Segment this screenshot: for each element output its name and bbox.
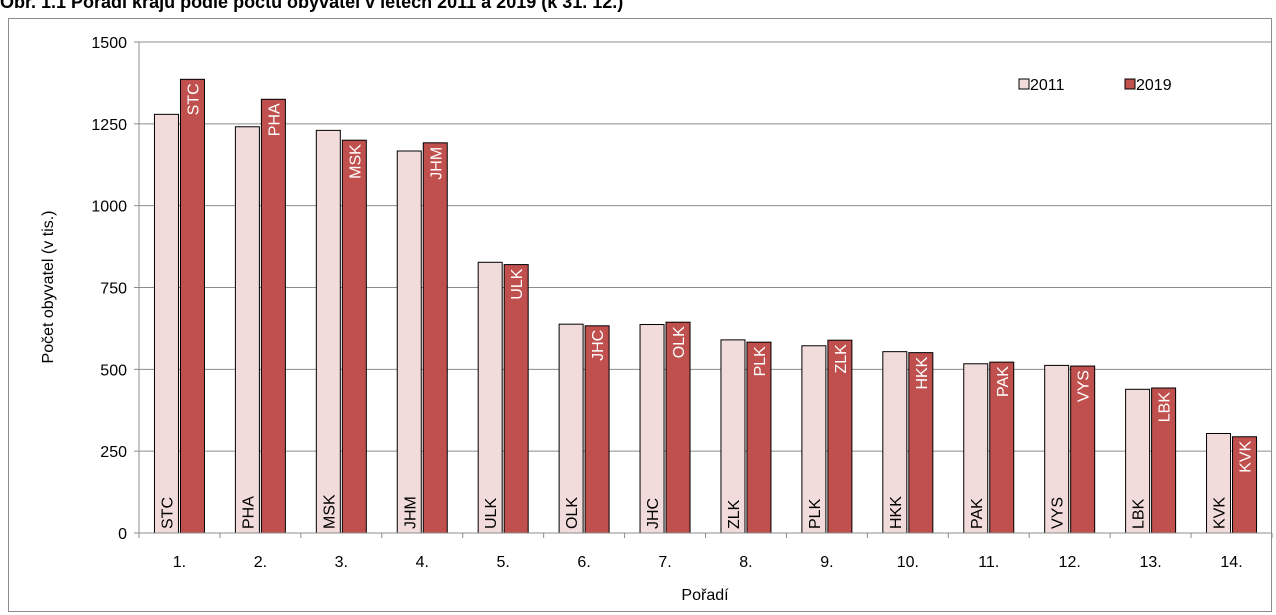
y-tick-label: 250 (100, 444, 127, 461)
bar-label-2011-7: JHC (645, 498, 662, 529)
bar-2019-6 (584, 325, 610, 534)
legend-label-2011: 2011 (1030, 77, 1065, 94)
bar-label-2011-3: MSK (321, 494, 338, 529)
bar-2019-13 (1151, 387, 1177, 534)
bar-label-2019-14: KVK (1238, 440, 1255, 472)
bar-2019-12 (1070, 365, 1096, 534)
bar-2011-12 (1044, 364, 1070, 534)
gridlines (139, 41, 1272, 452)
bar-label-2019-11: PAK (995, 366, 1012, 397)
bar-2011-6 (558, 323, 584, 534)
bar-2019-5 (503, 264, 529, 534)
bar-2011-2 (234, 126, 260, 534)
bar-2019-1 (179, 78, 205, 534)
x-tick-label: 13. (1139, 554, 1161, 571)
y-axis-label: Počet obyvatel (v tis.) (40, 211, 57, 364)
bar-label-2019-9: ZLK (833, 344, 850, 374)
x-tick-label: 6. (577, 554, 590, 571)
bar-2019-2 (260, 98, 286, 534)
bar-2011-14 (1206, 432, 1232, 534)
bar-label-2011-8: ZLK (726, 499, 743, 529)
bar-label-2011-2: PHA (240, 496, 257, 529)
y-tick-label: 1500 (91, 35, 127, 52)
bar-2011-11 (963, 363, 989, 534)
bar-2019-11 (989, 361, 1015, 534)
y-axis: 0 250 500 750 1000 1250 1500 (91, 35, 140, 543)
x-tick-label: 9. (820, 554, 833, 571)
bar-label-2019-2: PHA (266, 103, 283, 136)
legend: 2011 2019 (1018, 77, 1172, 94)
bar-2011-7 (639, 323, 665, 534)
bar-label-2011-9: PLK (807, 498, 824, 529)
y-tick-label: 0 (118, 526, 127, 543)
chart-frame (8, 18, 1272, 612)
x-tick-label: 7. (658, 554, 671, 571)
bar-label-2011-10: HKK (888, 496, 905, 529)
x-tick-label: 1. (173, 554, 186, 571)
y-tick-label: 1000 (91, 199, 127, 216)
bar-2011-13 (1125, 388, 1151, 534)
bar-2011-1 (153, 113, 179, 534)
x-tick-label: 8. (739, 554, 752, 571)
bar-2011-5 (477, 261, 503, 534)
bar-label-2019-13: LBK (1157, 392, 1174, 423)
bar-2011-9 (801, 345, 827, 534)
bar-label-2019-6: JHC (590, 330, 607, 361)
bar-label-2011-13: LBK (1131, 498, 1148, 529)
bar-label-2019-5: ULK (509, 268, 526, 299)
bar-label-2019-12: VYS (1076, 370, 1093, 402)
bar-2019-9 (827, 339, 853, 534)
bar-label-2019-3: MSK (347, 144, 364, 179)
x-tick-label: 5. (497, 554, 510, 571)
y-tick-label: 750 (100, 281, 127, 298)
x-tick-label: 12. (1059, 554, 1081, 571)
x-axis-label: Pořadí (681, 587, 729, 604)
bars (153, 78, 1258, 534)
x-tick-label: 10. (897, 554, 919, 571)
chart-title: Obr. 1.1 Pořadí krajů podle počtu obyvat… (0, 0, 624, 12)
x-tick-label: 3. (335, 554, 348, 571)
bar-labels: STC STC PHA PHA MSK MSK JHM JHM ULK ULK OLK JHC JHC O… (159, 83, 1254, 529)
bar-2019-4 (422, 142, 448, 534)
bar-label-2011-6: OLK (564, 497, 581, 529)
bar-label-2019-7: OLK (671, 326, 688, 358)
bar-2011-10 (882, 351, 908, 534)
legend-swatch-2019 (1124, 78, 1136, 90)
y-tick-label: 1250 (91, 117, 127, 134)
x-tick-label: 4. (416, 554, 429, 571)
bar-label-2011-5: ULK (483, 498, 500, 529)
bar-2019-7 (665, 321, 691, 534)
bar-label-2011-1: STC (159, 497, 176, 529)
bar-2019-3 (341, 139, 367, 534)
bar-label-2019-10: HKK (914, 356, 931, 389)
y-tick-label: 500 (100, 362, 127, 379)
x-tick-label: 14. (1220, 554, 1242, 571)
bar-label-2019-8: PLK (752, 346, 769, 377)
x-tick-label: 11. (978, 554, 999, 571)
legend-label-2019: 2019 (1136, 77, 1172, 94)
bar-label-2011-14: KVK (1212, 497, 1229, 529)
bar-label-2011-12: VYS (1050, 497, 1067, 529)
bar-label-2011-11: PAK (969, 498, 986, 529)
bar-2019-8 (746, 341, 772, 534)
bar-2011-8 (720, 339, 746, 534)
x-axis: 1. 2. 3. 4. 5. 6. 7. 8. 9. 10. 11. 12. 13. 14. (138, 532, 1273, 571)
bar-label-2019-1: STC (185, 83, 202, 115)
legend-swatch-2011 (1018, 78, 1030, 90)
x-tick-label: 2. (254, 554, 267, 571)
bar-label-2019-4: JHM (428, 147, 445, 180)
bar-2011-4 (396, 150, 422, 534)
bar-2011-3 (315, 129, 341, 534)
bar-label-2011-4: JHM (402, 496, 419, 529)
